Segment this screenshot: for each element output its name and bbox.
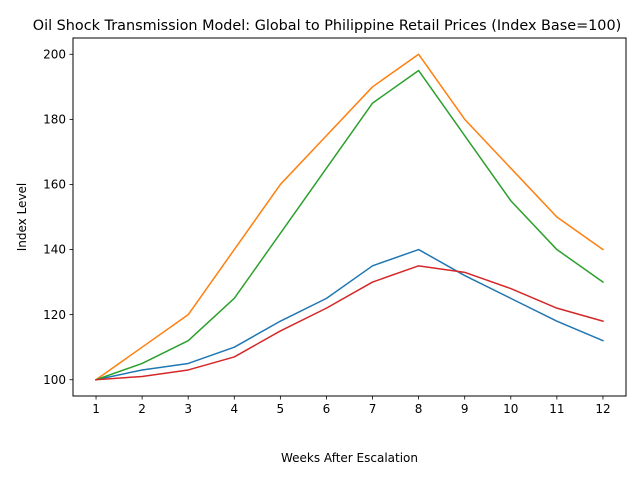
y-tick-label: 200	[43, 47, 66, 61]
y-axis-label: Index Level	[15, 183, 29, 252]
y-axis-ticks: 100 120 140 160 180 200	[43, 47, 73, 387]
x-tick-label: 11	[549, 402, 564, 416]
x-tick-label: 4	[230, 402, 238, 416]
series-line-2	[94, 53, 605, 381]
y-tick-label: 140	[43, 243, 66, 257]
series-layer	[94, 53, 605, 381]
x-tick-label: 10	[503, 402, 518, 416]
series-line-4	[95, 265, 604, 381]
y-tick-label: 160	[43, 178, 66, 192]
x-tick-label: 7	[369, 402, 377, 416]
x-tick-label: 6	[323, 402, 331, 416]
series-line-3	[95, 69, 605, 381]
x-tick-label: 9	[461, 402, 469, 416]
y-tick-label: 120	[43, 308, 66, 322]
x-axis-label: Weeks After Escalation	[281, 451, 418, 465]
x-tick-label: 1	[92, 402, 100, 416]
chart-title: Oil Shock Transmission Model: Global to …	[33, 18, 621, 34]
x-axis-ticks: 1 2 3 4 5 6 7 8 9 10 11 12	[92, 396, 611, 416]
x-tick-label: 2	[138, 402, 146, 416]
x-tick-label: 5	[277, 402, 285, 416]
y-tick-label: 180	[43, 113, 66, 127]
y-tick-label: 100	[43, 373, 66, 387]
plot-frame	[72, 37, 627, 397]
x-tick-label: 8	[415, 402, 423, 416]
series-line-1	[95, 248, 604, 381]
x-tick-label: 12	[595, 402, 610, 416]
x-tick-label: 3	[184, 402, 192, 416]
